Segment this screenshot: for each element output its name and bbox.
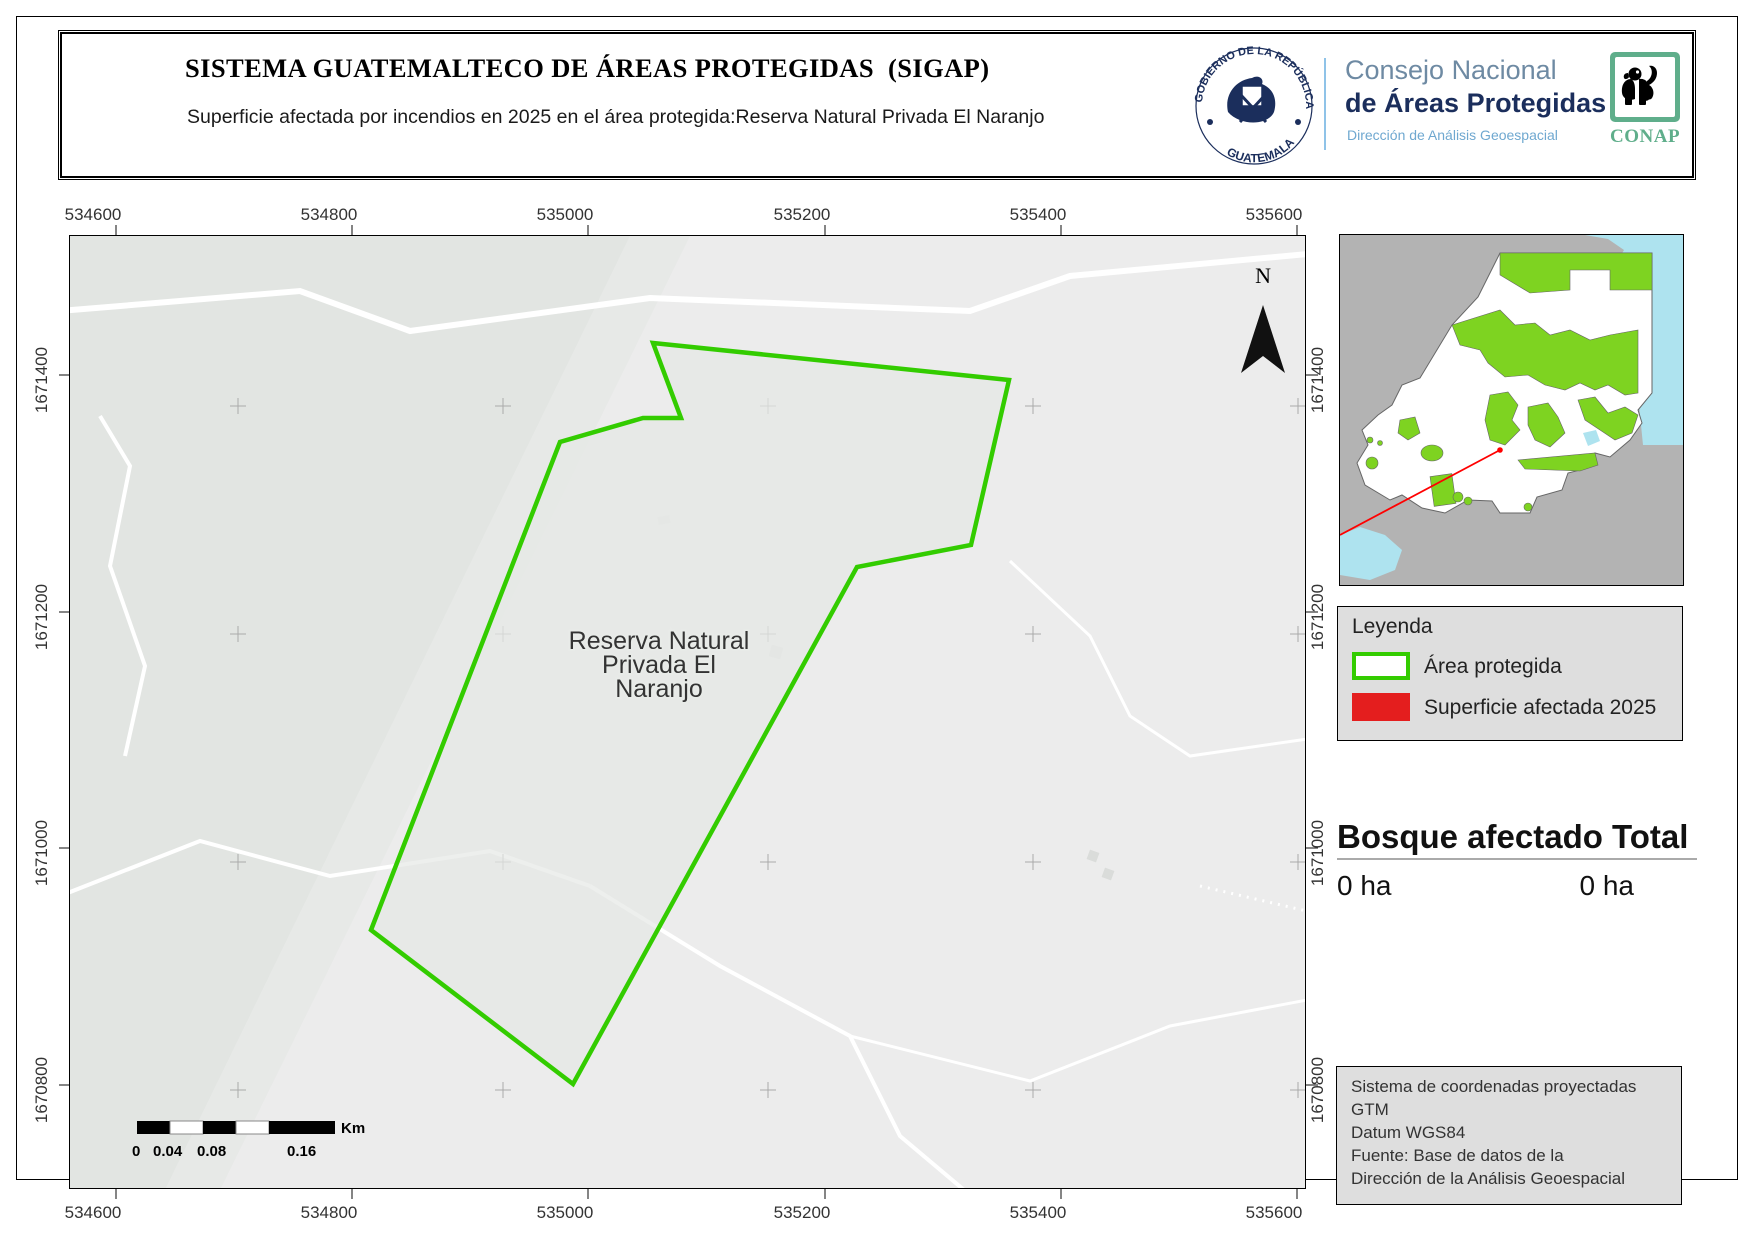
svg-text:1671000: 1671000 [1308, 820, 1327, 886]
svg-text:535400: 535400 [1010, 205, 1067, 224]
svg-text:534600: 534600 [65, 205, 122, 224]
svg-text:535200: 535200 [774, 205, 831, 224]
svg-text:535600: 535600 [1246, 205, 1303, 224]
svg-text:1671400: 1671400 [32, 347, 51, 413]
svg-text:1671200: 1671200 [32, 584, 51, 650]
svg-text:535600: 535600 [1246, 1203, 1303, 1222]
svg-text:535000: 535000 [537, 1203, 594, 1222]
svg-text:535000: 535000 [537, 205, 594, 224]
svg-text:1670800: 1670800 [32, 1057, 51, 1123]
svg-text:1671200: 1671200 [1308, 584, 1327, 650]
svg-text:535200: 535200 [774, 1203, 831, 1222]
svg-text:534600: 534600 [65, 1203, 122, 1222]
svg-text:1670800: 1670800 [1308, 1057, 1327, 1123]
svg-text:534800: 534800 [301, 1203, 358, 1222]
svg-text:1671400: 1671400 [1308, 347, 1327, 413]
svg-text:535400: 535400 [1010, 1203, 1067, 1222]
svg-text:1671000: 1671000 [32, 820, 51, 886]
svg-text:534800: 534800 [301, 205, 358, 224]
